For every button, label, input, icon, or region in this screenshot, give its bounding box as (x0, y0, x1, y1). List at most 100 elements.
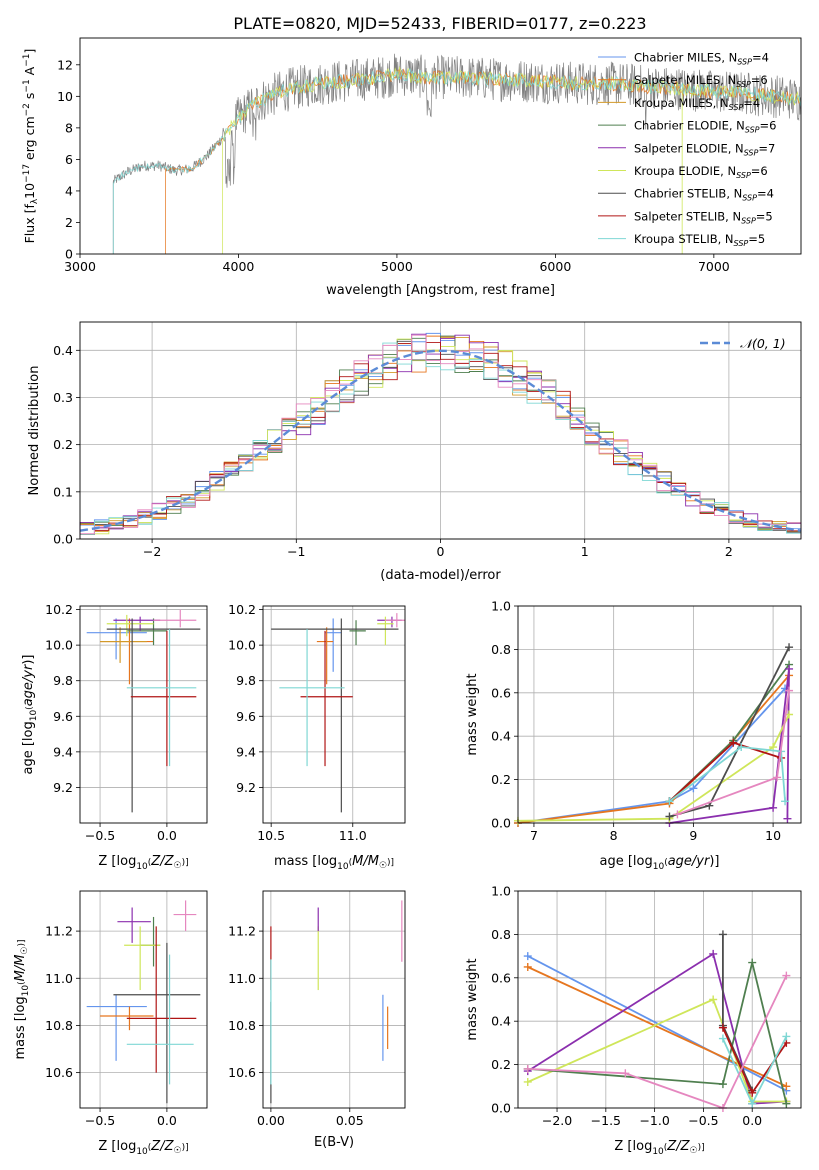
y-tick-label: 0.2 (491, 772, 511, 787)
x-axis-label: (data-model)/error (380, 568, 501, 583)
series-marker (523, 1077, 532, 1086)
y-tick-label: 6 (65, 152, 73, 167)
series-marker (718, 1023, 727, 1032)
y-tick-label: 10.6 (45, 1065, 73, 1080)
y-tick-label: 1.0 (491, 884, 511, 899)
legend-label: Chabrier STELIB, NSSP=4 (634, 187, 774, 203)
legend-nssp: =4 (743, 96, 760, 110)
legend-subscript: SSP (737, 58, 752, 67)
axes-frame (79, 605, 208, 824)
y-tick-label: 10 (57, 89, 73, 104)
x-tick-label: −0.5 (85, 828, 115, 843)
label-part: Z/Z (150, 1139, 174, 1154)
series-marker (781, 797, 790, 806)
label-part: age [log (21, 721, 36, 774)
y-axis-label-part: 10 (22, 183, 37, 199)
y-tick-label: 11.0 (45, 971, 73, 986)
axes-frame (79, 37, 802, 255)
y-tick-label: 2 (65, 215, 73, 230)
label-part: )] (387, 858, 394, 868)
series-marker (782, 1032, 791, 1041)
series-marker (523, 952, 532, 961)
legend-nssp: =5 (748, 232, 765, 246)
x-tick-label: 0.00 (257, 1113, 285, 1128)
y-axis-label-part: A (22, 66, 37, 79)
series-marker (665, 812, 674, 821)
x-tick-label: 7000 (698, 259, 730, 274)
x-tick-label: 7 (530, 828, 538, 843)
legend-subscript: SSP (736, 171, 751, 180)
y-tick-label: 0.0 (491, 1101, 511, 1116)
y-tick-label: 10.0 (228, 638, 256, 653)
data-spectrum-line (112, 53, 802, 188)
y-axis-label: mass weight (465, 958, 480, 1040)
series-marker (718, 1080, 727, 1089)
legend-nssp: =6 (751, 73, 768, 87)
y-tick-label: 9.8 (53, 673, 73, 688)
y-tick-label: 0.4 (491, 1014, 511, 1029)
legend-label: Salpeter STELIB, NSSP=5 (634, 209, 773, 225)
x-tick-label: 10 (765, 828, 781, 843)
y-tick-label: 9.8 (236, 673, 256, 688)
y-tick-label: 0.8 (491, 642, 511, 657)
label-part: ☉ (174, 1146, 182, 1156)
series-line-salpeter-elodie (527, 952, 787, 1105)
y-tick-label: 9.2 (53, 780, 73, 795)
label-part: ( (664, 1143, 668, 1153)
series-marker (783, 814, 792, 823)
series-line-chabrier-miles (517, 687, 786, 824)
x-axis-label: wavelength [Angstrom, rest frame] (326, 283, 555, 298)
label-part: mass [log (274, 854, 337, 869)
axes-frame (517, 605, 802, 824)
label-part: )] (182, 858, 189, 868)
label-part: M/M (352, 854, 379, 869)
y-tick-label: 0.3 (53, 390, 73, 405)
x-axis-label: Z [log10(Z/Z☉)] (98, 854, 188, 872)
x-axis-label: age [log10(age/yr)] (599, 854, 719, 872)
y-tick-label: 0.6 (491, 685, 511, 700)
legend-nssp: =5 (756, 209, 773, 223)
y-tick-label: 9.2 (236, 780, 256, 795)
y-tick-label: 11.2 (45, 924, 73, 939)
series-marker (523, 962, 532, 971)
label-part: )] (21, 654, 36, 664)
x-tick-label: 11.0 (339, 828, 367, 843)
series-marker (785, 643, 794, 652)
y-axis-label-part: s (22, 93, 37, 104)
y-tick-label: 9.4 (53, 744, 73, 759)
y-axis-label: age [log10(age/yr)] (21, 654, 39, 774)
x-tick-label: 3000 (64, 259, 96, 274)
age-vs-metallicity-panel: −0.5 0.09.29.49.69.810.010.2Z [log10(Z/Z☉… (21, 602, 208, 872)
y-tick-label: 11.0 (228, 971, 256, 986)
x-tick-label: 0.05 (336, 1113, 364, 1128)
legend-subscript: SSP (741, 216, 756, 225)
series-marker (709, 949, 718, 958)
y-tick-label: 0.0 (53, 532, 73, 547)
label-part: M/M (13, 955, 28, 982)
series-marker (785, 664, 794, 673)
legend-label: Kroupa STELIB, NSSP=5 (634, 232, 765, 248)
y-tick-label: 4 (65, 183, 73, 198)
label-part: 10 (21, 985, 31, 997)
normal-distribution-curve (79, 349, 802, 532)
label-part: 10 (652, 1147, 664, 1157)
y-tick-label: 0.4 (53, 343, 73, 358)
y-tick-label: 10.2 (45, 602, 73, 617)
legend-nssp: =6 (760, 119, 777, 133)
y-tick-label: 12 (57, 57, 73, 72)
y-tick-label: 1.0 (491, 599, 511, 614)
x-tick-label: 0.0 (742, 1113, 762, 1128)
x-tick-label: 10.5 (257, 828, 285, 843)
legend-subscript: SSP (729, 103, 744, 112)
y-axis-label: mass weight (465, 673, 480, 755)
y-axis-label-sup: −17 (22, 164, 32, 183)
series-marker (673, 810, 682, 819)
y-axis-label-sub: λ (30, 198, 40, 204)
series-marker (748, 1099, 757, 1108)
y-tick-label: 10.0 (45, 638, 73, 653)
axes-frame (79, 890, 208, 1109)
x-tick-label: 6000 (539, 259, 571, 274)
label-part: ☉ (174, 861, 182, 871)
series-marker (689, 784, 698, 793)
